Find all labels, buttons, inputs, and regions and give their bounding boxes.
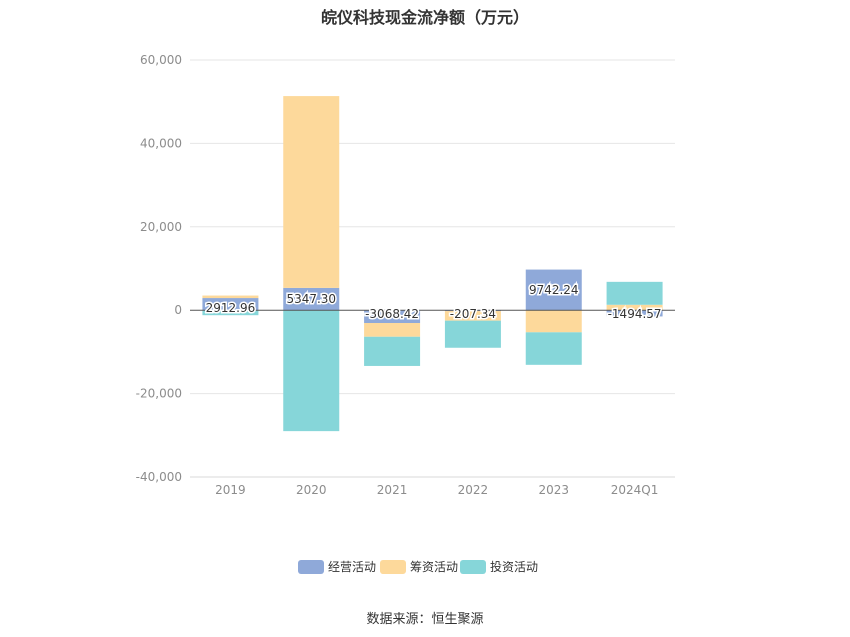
bar-segment xyxy=(606,304,663,311)
y-tick-label: 20,000 xyxy=(140,220,182,234)
bar-segment xyxy=(283,287,340,311)
bar-segment xyxy=(606,281,663,305)
bar-segment xyxy=(202,310,259,316)
y-tick-label: 0 xyxy=(174,303,182,317)
legend-label: 投资活动 xyxy=(490,559,538,574)
bar-segment xyxy=(525,269,582,311)
bar-segment xyxy=(283,96,340,288)
bar-segment xyxy=(364,322,421,337)
x-tick-label: 2020 xyxy=(296,483,327,497)
bar-segment xyxy=(606,310,663,317)
bar-segment xyxy=(444,320,501,348)
bar-segment xyxy=(364,310,421,323)
bar-segment xyxy=(202,298,259,311)
chart-title: 皖仪科技现金流净额（万元） xyxy=(320,8,529,27)
bar-segment xyxy=(525,332,582,365)
bar-segment xyxy=(364,336,421,366)
x-tick-label: 2024Q1 xyxy=(611,483,659,497)
bar-segment xyxy=(444,311,501,321)
x-tick-label: 2023 xyxy=(538,483,569,497)
legend-label: 经营活动 xyxy=(328,560,376,574)
bar-segment xyxy=(202,295,259,299)
y-tick-label: -20,000 xyxy=(136,387,182,401)
data-label: 2912.96 xyxy=(206,301,256,315)
legend-swatch xyxy=(460,560,486,574)
data-label: -1494.57 xyxy=(608,307,662,321)
source-note: 数据来源：恒生聚源 xyxy=(366,612,484,627)
legend-swatch xyxy=(380,560,406,574)
y-tick-label: 40,000 xyxy=(140,136,182,150)
data-label: -207.34 xyxy=(450,307,496,321)
legend-label: 筹资活动 xyxy=(410,560,458,574)
legend-swatch xyxy=(298,560,324,574)
bar-segment xyxy=(283,310,340,432)
x-tick-label: 2022 xyxy=(458,483,489,497)
data-label: 9742.24 xyxy=(529,283,579,297)
data-label: 5347.30 xyxy=(286,292,336,306)
data-label: -3068.42 xyxy=(365,307,419,321)
x-tick-label: 2019 xyxy=(215,483,246,497)
y-tick-label: -40,000 xyxy=(136,470,182,484)
bar-segment xyxy=(525,310,582,333)
x-tick-label: 2021 xyxy=(377,483,408,497)
y-tick-label: 60,000 xyxy=(140,53,182,67)
